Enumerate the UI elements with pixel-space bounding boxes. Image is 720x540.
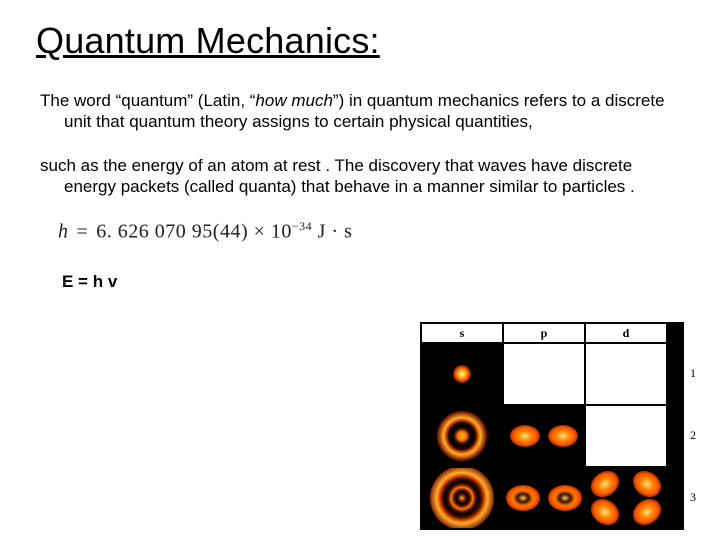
orbital-col-d: d (586, 324, 666, 342)
orbital-row-1: 1 (686, 366, 700, 381)
planck-constant-value: h=6. 626 070 95(44) × 10−34 J · s (36, 219, 352, 244)
orbital-1d-blank (586, 344, 666, 404)
orbital-1s (422, 344, 502, 404)
italic-phrase: how much (255, 91, 332, 110)
orbital-col-p: p (504, 324, 584, 342)
orbital-2p (504, 406, 584, 466)
orbital-grid: s p d 1 2 3 (420, 322, 684, 530)
planck-constant-formula: h=6. 626 070 95(44) × 10−34 J · s (36, 219, 684, 244)
page-title: Quantum Mechanics: (36, 20, 684, 62)
orbital-3d (586, 468, 666, 528)
paragraph-1: The word “quantum” (Latin, “how much”) i… (36, 90, 684, 133)
orbital-diagram: s p d 1 2 3 (420, 322, 684, 530)
energy-formula: E = h v (36, 272, 684, 292)
orbital-col-s: s (422, 324, 502, 342)
orbital-3s (422, 468, 502, 528)
orbital-row-2: 2 (686, 428, 700, 443)
paragraph-2: such as the energy of an atom at rest . … (36, 155, 684, 198)
orbital-3p (504, 468, 584, 528)
orbital-row-3: 3 (686, 490, 700, 505)
orbital-2s (422, 406, 502, 466)
orbital-2d-blank (586, 406, 666, 466)
orbital-1p-blank (504, 344, 584, 404)
